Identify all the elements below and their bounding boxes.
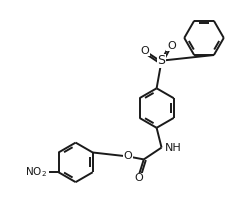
Text: NH: NH [165, 142, 181, 153]
Text: S: S [158, 54, 166, 67]
Text: O: O [135, 173, 143, 183]
Text: O: O [123, 151, 132, 162]
Text: O: O [167, 41, 176, 51]
Text: NO$_2$: NO$_2$ [25, 165, 47, 179]
Text: O: O [140, 46, 149, 56]
